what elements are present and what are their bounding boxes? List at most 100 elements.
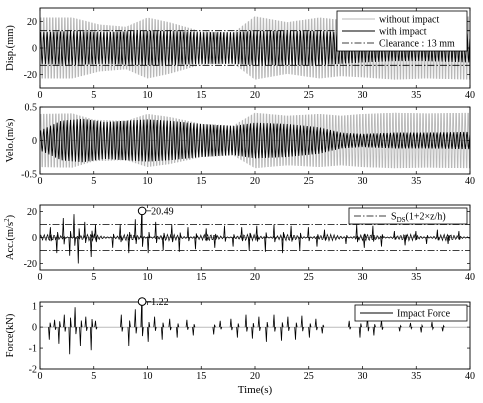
annotation-label: 1.22 — [151, 297, 169, 308]
spike-mark — [371, 225, 375, 242]
spike-mark — [170, 224, 174, 243]
series-line-light — [40, 112, 470, 169]
x-tick-label: 15 — [196, 272, 206, 283]
spike-mark — [446, 235, 451, 245]
x-tick-label: 0 — [38, 90, 43, 101]
x-axis-label: Time(s) — [238, 384, 273, 396]
x-tick-label: 35 — [411, 90, 421, 101]
y-tick-label: 0 — [32, 136, 37, 147]
legend-label: with impact — [379, 27, 427, 38]
spike-mark — [120, 314, 124, 332]
spike-mark — [248, 232, 252, 251]
x-tick-label: 30 — [358, 272, 368, 283]
spike-mark — [300, 315, 304, 332]
x-tick-label: 30 — [358, 176, 368, 187]
spike-mark — [94, 224, 98, 243]
y-tick-label: -2 — [29, 365, 37, 376]
spike-mark — [205, 228, 209, 241]
spike-mark — [219, 320, 223, 330]
spike-mark — [323, 229, 327, 241]
series-group-velocity — [40, 112, 470, 169]
spike-mark — [425, 235, 429, 245]
spike-mark — [393, 230, 397, 240]
x-tick-label: 0 — [38, 272, 43, 283]
spike-mark — [403, 234, 408, 246]
legend-label: Impact Force — [397, 309, 451, 320]
x-tick-label: 25 — [304, 90, 314, 101]
spike-mark — [321, 324, 325, 334]
plot-area-velocity: 0 5 10 15 20 25 30 35 400.50-0.5 — [21, 103, 475, 188]
spike-mark — [223, 225, 227, 242]
spike-mark — [398, 324, 402, 332]
spike-mark — [244, 314, 248, 332]
y-tick-label: -0.5 — [21, 170, 37, 181]
spike-mark — [83, 221, 87, 244]
spike-mark — [134, 219, 138, 244]
spike-mark — [178, 232, 182, 252]
x-tick-label: 10 — [143, 176, 153, 187]
x-tick-label: 5 — [91, 272, 96, 283]
spike-mark — [314, 318, 318, 331]
x-tick-label: 10 — [143, 371, 153, 382]
spike-mark — [272, 224, 276, 243]
y-tick-label: -1 — [29, 344, 37, 355]
y-tick-label: -20 — [24, 259, 37, 270]
x-tick-label: 15 — [196, 176, 206, 187]
x-tick-label: 20 — [250, 272, 260, 283]
spike-mark — [294, 322, 298, 340]
y-tick-label: 20 — [27, 207, 37, 218]
spike-mark — [307, 227, 311, 242]
spike-mark — [94, 320, 98, 330]
spike-mark — [49, 227, 53, 242]
spike-mark — [308, 323, 312, 338]
spike-mark — [355, 224, 359, 243]
x-tick-label: 20 — [250, 90, 260, 101]
spike-mark — [229, 318, 233, 331]
spike-mark — [286, 316, 290, 331]
spike-mark — [348, 320, 352, 330]
spike-mark — [127, 231, 131, 254]
legend-label: without impact — [379, 15, 439, 26]
spike-mark — [73, 307, 78, 335]
spike-mark — [231, 234, 236, 247]
spike-mark — [213, 233, 217, 248]
spike-mark — [363, 233, 367, 248]
spike-mark — [212, 324, 216, 335]
spike-mark — [380, 234, 384, 247]
spike-mark — [63, 314, 67, 332]
x-tick-label: 25 — [304, 176, 314, 187]
spike-mark — [84, 316, 88, 331]
x-tick-label: 15 — [196, 90, 206, 101]
x-tick-label: 20 — [250, 371, 260, 382]
x-tick-label: 30 — [358, 371, 368, 382]
spike-mark — [372, 324, 376, 336]
spike-mark — [409, 322, 413, 330]
series-group-force — [40, 302, 470, 355]
spike-mark — [162, 232, 166, 251]
legend-label: SDS(1+2×z/h) — [391, 212, 446, 225]
x-tick-label: 40 — [465, 371, 475, 382]
spike-mark — [72, 214, 76, 246]
spike-mark — [289, 225, 294, 242]
x-tick-label: 35 — [411, 371, 421, 382]
x-tick-label: 25 — [304, 272, 314, 283]
spike-mark — [90, 319, 94, 351]
spike-mark — [414, 230, 418, 240]
legend-box — [354, 304, 468, 322]
spike-mark — [161, 322, 165, 340]
spike-mark — [168, 318, 172, 331]
spike-mark — [79, 320, 83, 347]
x-tick-label: 5 — [91, 176, 96, 187]
x-tick-label: 15 — [196, 371, 206, 382]
spike-mark — [77, 228, 81, 264]
legend-box — [348, 207, 468, 225]
legend-force: Impact Force — [354, 304, 468, 322]
x-tick-label: 40 — [465, 176, 475, 187]
x-tick-label: 35 — [411, 272, 421, 283]
spike-mark — [55, 231, 59, 254]
